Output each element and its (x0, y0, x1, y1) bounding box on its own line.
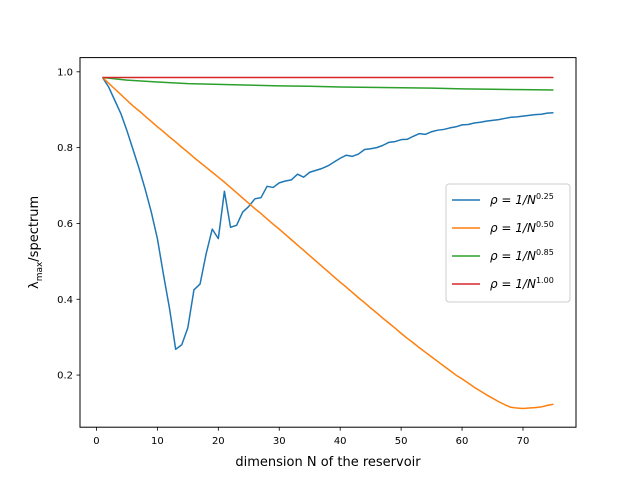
series-line-0 (101, 77, 554, 351)
y-tick-label: 0.4 (57, 295, 73, 306)
series-line-1 (102, 76, 554, 410)
y-axis-ticks: 0.2 0.4 0.6 0.8 1.0 (57, 67, 80, 382)
y-tick-label: 0.6 (57, 219, 73, 230)
x-tick-label: 70 (517, 436, 530, 447)
x-axis-ticks: 0 10 20 30 40 50 60 70 (93, 427, 529, 447)
legend-label-0: ρ = 1/N0.25 (490, 192, 554, 207)
x-tick-label: 50 (395, 436, 408, 447)
x-tick-label: 60 (456, 436, 469, 447)
x-tick-label: 0 (93, 436, 99, 447)
series-line-2 (102, 76, 554, 91)
y-axis-label-rest: /spectrum (27, 196, 42, 262)
y-tick-label: 0.2 (57, 371, 73, 382)
series-layer (101, 76, 554, 410)
x-tick-label: 20 (212, 436, 225, 447)
legend-label-1: ρ = 1/N0.50 (490, 220, 554, 235)
x-axis-label: dimension N of the reservoir (235, 455, 421, 470)
legend-entries: ρ = 1/N0.25 ρ = 1/N0.50 ρ = 1/N0.85 ρ = 1/N… (452, 192, 554, 291)
legend-frame (445, 183, 571, 303)
x-tick-label: 10 (151, 436, 164, 447)
x-tick-label: 30 (273, 436, 286, 447)
legend: ρ = 1/N0.25 ρ = 1/N0.50 ρ = 1/N0.85 ρ = 1/N… (445, 183, 571, 303)
x-tick-label: 40 (334, 436, 347, 447)
y-axis-label-subscript: max (35, 261, 45, 281)
y-tick-label: 0.8 (57, 143, 73, 154)
y-tick-label: 1.0 (57, 67, 73, 78)
legend-label-2: ρ = 1/N0.85 (490, 248, 554, 263)
legend-label-3: ρ = 1/N1.00 (490, 276, 554, 291)
y-axis-label: λmax/spectrum (27, 196, 45, 289)
plot-frame (79, 57, 577, 428)
y-axis-label-base: λ (27, 281, 42, 289)
